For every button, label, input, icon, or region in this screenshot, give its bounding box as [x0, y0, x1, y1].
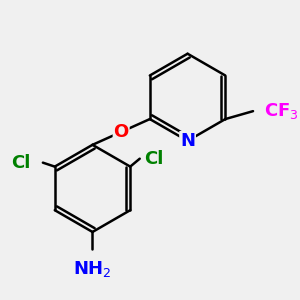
Text: N: N [180, 132, 195, 150]
Text: O: O [113, 123, 129, 141]
Text: NH$_2$: NH$_2$ [73, 259, 112, 279]
Text: CF$_3$: CF$_3$ [264, 101, 299, 121]
Text: Cl: Cl [12, 154, 31, 172]
Text: Cl: Cl [144, 150, 163, 168]
